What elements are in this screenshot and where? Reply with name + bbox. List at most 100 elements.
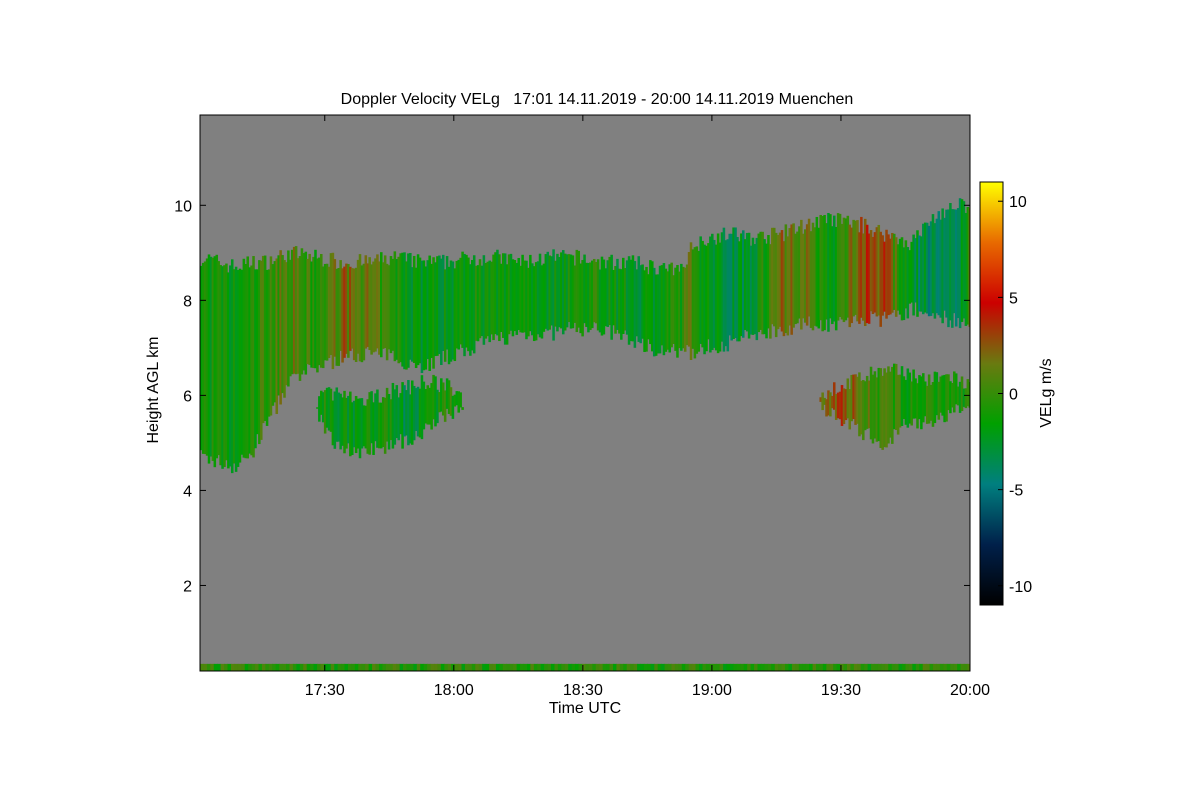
echo-column xyxy=(290,249,294,375)
echo-column xyxy=(432,257,435,369)
echo-column xyxy=(331,252,335,370)
echo-column xyxy=(943,217,946,311)
echo-column xyxy=(560,252,563,329)
echo-column xyxy=(600,256,604,336)
echo-column xyxy=(685,264,689,346)
echo-column xyxy=(709,236,712,353)
echo-column xyxy=(263,255,267,421)
surface-echo-cell xyxy=(754,663,758,671)
echo-column xyxy=(724,240,728,347)
echo-column xyxy=(385,263,389,361)
echo-column xyxy=(755,237,759,341)
echo-column xyxy=(914,238,917,303)
echo-column xyxy=(229,265,232,467)
echo-column xyxy=(345,263,348,354)
echo-column xyxy=(552,249,555,341)
echo-column xyxy=(678,271,681,349)
surface-echo-cell xyxy=(492,663,497,671)
echo-column xyxy=(964,388,968,409)
surface-echo-cell xyxy=(272,663,277,671)
surface-echo-cell xyxy=(788,663,793,671)
echo-column xyxy=(335,268,339,366)
surface-echo-cell xyxy=(902,663,906,671)
echo-column xyxy=(441,254,445,351)
surface-echo-cell xyxy=(458,663,463,671)
echo-column xyxy=(691,249,695,349)
echo-column xyxy=(501,253,505,338)
echo-column xyxy=(223,265,226,467)
echo-column xyxy=(666,271,670,350)
echo-column xyxy=(871,236,875,315)
echo-column xyxy=(447,266,451,365)
echo-column xyxy=(863,381,867,431)
echo-column xyxy=(302,253,306,371)
echo-column xyxy=(939,219,942,318)
surface-echo-cell xyxy=(960,663,965,671)
surface-echo-cell xyxy=(423,663,428,671)
colorbar-tick-label: 0 xyxy=(1009,387,1018,404)
surface-echo-cell xyxy=(241,663,246,671)
echo-column xyxy=(292,246,296,374)
echo-column xyxy=(923,381,927,417)
surface-echo-cell xyxy=(420,663,425,671)
echo-column xyxy=(912,369,915,419)
surface-echo-cell xyxy=(375,663,380,671)
plot-frame xyxy=(199,114,971,672)
surface-echo-cell xyxy=(461,663,466,671)
echo-column xyxy=(951,209,954,328)
echo-column xyxy=(649,260,652,345)
echo-column xyxy=(875,377,879,442)
echo-column xyxy=(964,212,968,326)
echo-column xyxy=(320,253,323,368)
echo-column xyxy=(316,258,319,373)
surface-echo-cell xyxy=(437,663,442,671)
echo-column xyxy=(813,227,817,326)
echo-column xyxy=(534,262,538,341)
echo-column xyxy=(900,366,904,426)
echo-column xyxy=(819,397,822,402)
surface-echo-cell xyxy=(478,663,483,671)
echo-column xyxy=(834,394,838,420)
surface-echo-cell xyxy=(502,663,507,671)
echo-column xyxy=(426,260,430,360)
echo-column xyxy=(854,374,857,425)
echo-column xyxy=(863,218,867,327)
surface-echo-cell xyxy=(292,663,297,671)
surface-echo-cell xyxy=(403,663,407,671)
echo-column xyxy=(283,260,286,398)
echo-column xyxy=(674,267,677,351)
echo-column xyxy=(523,260,526,333)
surface-echo-cell xyxy=(912,663,917,671)
echo-column xyxy=(842,217,846,323)
echo-column xyxy=(836,392,840,419)
echo-column xyxy=(842,388,846,425)
surface-echo-cell xyxy=(406,663,411,671)
echo-column xyxy=(633,261,637,348)
echo-column xyxy=(689,242,693,361)
echo-column xyxy=(823,397,826,405)
surface-echo-cell xyxy=(365,663,370,671)
echo-column xyxy=(546,251,550,331)
surface-echo-cell xyxy=(698,663,703,671)
echo-column xyxy=(906,368,910,428)
echo-column xyxy=(639,265,642,344)
echo-column xyxy=(428,255,431,371)
echo-column xyxy=(712,239,716,348)
echo-column xyxy=(378,261,381,355)
surface-echo-cell xyxy=(306,663,311,671)
echo-column xyxy=(410,267,414,362)
surface-echo-cell xyxy=(637,663,641,671)
surface-echo-cell xyxy=(513,663,518,671)
echo-column xyxy=(925,385,929,424)
echo-column xyxy=(620,269,623,340)
echo-column xyxy=(589,262,592,330)
echo-column xyxy=(838,213,842,318)
echo-column xyxy=(320,390,323,415)
echo-column xyxy=(966,206,970,325)
echo-column xyxy=(503,253,507,345)
surface-echo-cell xyxy=(385,663,390,671)
surface-echo-cell xyxy=(396,663,401,671)
echo-column xyxy=(947,374,950,411)
echo-column xyxy=(902,247,906,321)
echo-column xyxy=(536,261,540,335)
